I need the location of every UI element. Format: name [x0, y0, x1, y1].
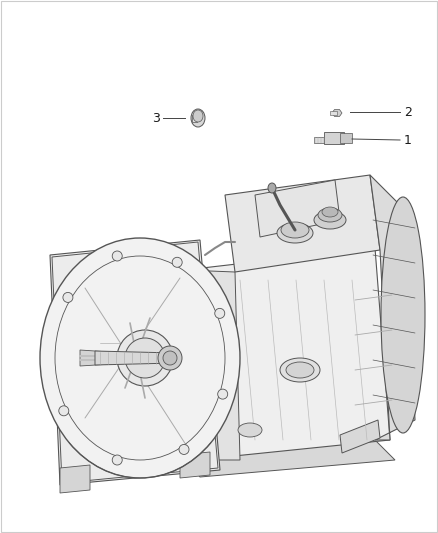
Polygon shape: [255, 180, 340, 237]
Polygon shape: [340, 420, 380, 453]
Polygon shape: [50, 240, 220, 485]
Circle shape: [172, 257, 182, 267]
Ellipse shape: [318, 208, 342, 222]
Polygon shape: [225, 175, 380, 272]
Ellipse shape: [322, 207, 338, 217]
Polygon shape: [192, 115, 197, 122]
Ellipse shape: [125, 338, 165, 378]
Circle shape: [215, 309, 225, 318]
Polygon shape: [95, 351, 175, 365]
Circle shape: [63, 293, 73, 302]
Ellipse shape: [158, 346, 182, 370]
Circle shape: [112, 251, 122, 261]
Ellipse shape: [191, 109, 205, 127]
Polygon shape: [185, 248, 390, 460]
Circle shape: [59, 406, 69, 416]
Circle shape: [112, 455, 122, 465]
Ellipse shape: [238, 423, 262, 437]
Ellipse shape: [381, 197, 425, 433]
Circle shape: [179, 445, 189, 455]
Ellipse shape: [193, 110, 203, 122]
Ellipse shape: [268, 183, 276, 193]
Ellipse shape: [277, 223, 313, 243]
Ellipse shape: [117, 330, 173, 386]
Polygon shape: [370, 175, 415, 440]
Ellipse shape: [281, 222, 309, 238]
Polygon shape: [180, 440, 395, 477]
Polygon shape: [60, 465, 90, 493]
Ellipse shape: [280, 358, 320, 382]
Circle shape: [218, 389, 228, 399]
Polygon shape: [324, 132, 344, 144]
Ellipse shape: [314, 211, 346, 229]
Polygon shape: [332, 110, 342, 117]
Ellipse shape: [286, 362, 314, 378]
Text: 1: 1: [404, 133, 412, 147]
Polygon shape: [314, 137, 324, 143]
Ellipse shape: [40, 238, 240, 478]
Polygon shape: [80, 350, 112, 366]
Text: 3: 3: [152, 111, 160, 125]
Polygon shape: [185, 270, 240, 460]
Ellipse shape: [163, 351, 177, 365]
Polygon shape: [330, 111, 337, 115]
Polygon shape: [340, 133, 352, 143]
Polygon shape: [180, 452, 210, 478]
Text: 2: 2: [404, 106, 412, 118]
